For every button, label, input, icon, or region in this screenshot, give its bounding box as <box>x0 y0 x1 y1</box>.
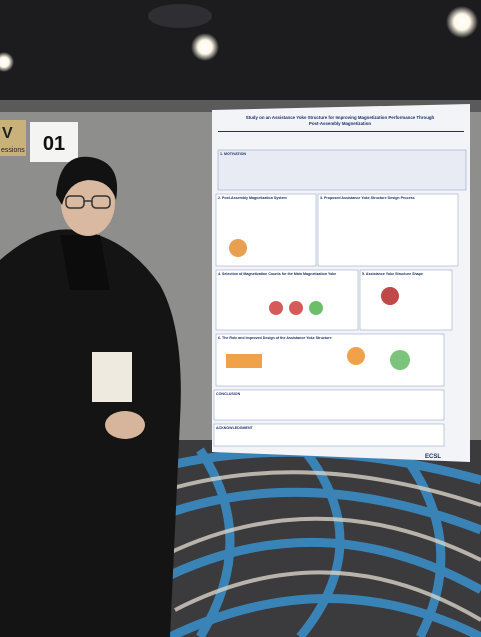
ceiling <box>0 0 481 110</box>
figure <box>226 347 410 370</box>
section-heading: 4. Selection of Magnetization Counts for… <box>218 272 336 276</box>
person-glasses <box>65 195 111 209</box>
poster-panel <box>359 269 453 331</box>
poster-panel <box>215 193 317 267</box>
poster-title: Post-Assembly Magnetization <box>309 121 372 126</box>
section-heading: 6. The Role and Improved Design of the A… <box>218 336 332 340</box>
person-face <box>61 170 115 236</box>
sign-word: essions <box>1 147 25 154</box>
person-hands <box>105 411 145 439</box>
divider <box>218 131 464 132</box>
poster-panel <box>317 193 459 267</box>
section-heading: 2. Post-Assembly Magnetization System <box>218 196 287 200</box>
board-number <box>30 122 78 162</box>
poster-title: Study on an Assistance Yoke Structure fo… <box>246 115 435 120</box>
poster-panel <box>217 149 467 191</box>
ceiling-light <box>191 33 219 61</box>
person-sweater <box>60 235 110 290</box>
carpet-pattern <box>149 470 481 622</box>
sign-letter: V <box>2 125 13 142</box>
board-number-text: 01 <box>43 133 65 155</box>
poster-logo: ECSL <box>425 454 441 460</box>
poster-panel <box>213 423 445 447</box>
ceiling-vent <box>148 4 212 28</box>
person-hair <box>56 156 118 205</box>
section-heading: CONCLUSION <box>216 392 241 396</box>
poster-panel <box>213 389 445 421</box>
figure <box>381 287 399 305</box>
figure <box>269 301 323 315</box>
section-heading: 5. Assistance Yoke Structure Shape <box>362 272 423 276</box>
name-badge <box>92 352 132 402</box>
section-heading: ACKNOWLEDGMENT <box>216 426 254 430</box>
ceiling-light <box>446 6 478 38</box>
section-heading: 1. MOTIVATION <box>220 152 246 156</box>
person-coat <box>0 229 181 637</box>
session-sign <box>0 120 26 156</box>
section-heading: 3. Proposed Assistance Yoke Structure De… <box>320 196 415 200</box>
ceiling-light <box>0 52 14 72</box>
figure <box>229 239 247 257</box>
poster-panel <box>215 269 359 331</box>
